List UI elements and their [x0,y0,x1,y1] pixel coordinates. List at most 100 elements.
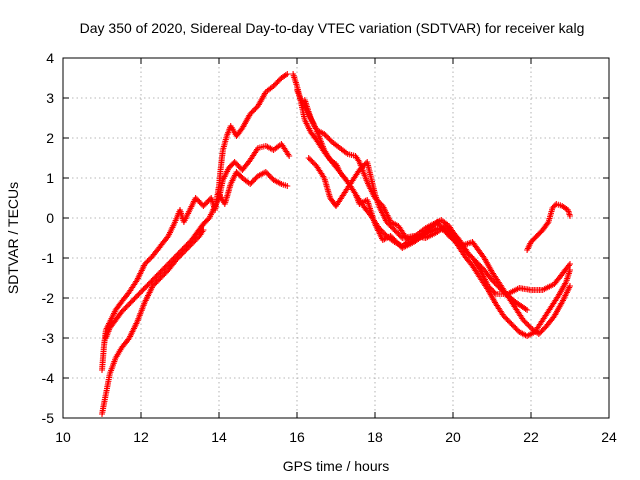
data-point [508,321,515,327]
data-point [383,219,390,225]
data-point [385,220,391,227]
data-point [160,272,167,279]
y-tick-label: -2 [42,290,55,306]
data-point [139,287,146,294]
data-point [524,307,531,313]
data-point [158,267,165,274]
data-point [182,243,189,250]
y-tick-label: 3 [46,90,54,106]
data-point [145,281,152,287]
data-point [505,318,512,325]
data-point [284,71,291,77]
data-point [310,160,317,167]
x-tick-label: 10 [55,429,71,445]
data-point [177,249,183,255]
data-point [149,283,156,289]
data-point [494,282,501,289]
data-point [249,178,256,185]
data-point [537,329,544,336]
data-point [156,270,163,277]
y-tick-label: -1 [42,250,55,266]
data-point [392,228,399,235]
data-point [473,259,480,265]
data-point [495,283,502,290]
data-point [247,111,254,117]
data-point [123,303,130,310]
data-point [309,159,316,165]
data-point [156,276,163,283]
data-point [193,196,200,203]
data-point [361,161,368,168]
data-point [249,108,256,115]
data-point [179,246,186,253]
data-point [477,263,484,269]
data-point [134,293,141,299]
data-point [538,328,545,335]
data-point [387,233,394,239]
data-point [356,167,363,173]
data-point [132,294,139,301]
data-point [308,157,315,164]
data-point [507,319,514,326]
data-point [465,251,472,257]
data-point [140,286,147,293]
x-tick-label: 22 [523,429,539,445]
data-point [491,279,498,286]
data-point [271,81,278,88]
data-point [149,277,156,283]
data-point [511,323,518,330]
data-point [147,255,154,262]
series-track-h [305,155,531,313]
y-tick-label: 4 [46,50,54,66]
data-point [520,317,527,323]
data-point [284,183,291,189]
data-point [321,131,328,137]
data-point [541,325,547,332]
data-point [200,203,207,209]
data-point [388,234,395,241]
data-point [141,261,148,267]
data-point [148,278,155,285]
data-point [152,280,159,287]
data-point [136,290,143,297]
data-point [248,179,255,186]
data-point [268,174,274,181]
data-point [192,195,199,201]
data-point [262,169,269,175]
data-point [201,201,208,208]
data-point [266,173,273,179]
data-point [127,299,134,306]
data-point [500,313,507,319]
data-point [525,322,532,329]
x-tick-label: 12 [133,429,149,445]
data-point [167,258,174,265]
data-point [174,251,181,258]
data-point [489,277,495,283]
data-point [180,245,187,251]
data-point [251,177,258,183]
data-point [125,302,131,309]
y-tick-label: -3 [42,330,55,346]
data-point [386,221,393,228]
data-point [490,278,497,285]
data-point [162,269,169,276]
data-points [99,71,573,417]
data-point [396,242,403,249]
series-track-b [99,71,291,373]
data-point [567,283,573,289]
data-point [203,200,209,207]
plot-frame [62,57,610,419]
data-point [197,200,204,207]
data-point [232,160,239,167]
data-point [492,281,499,287]
x-axis-label: GPS time / hours [283,458,390,474]
data-point [521,318,528,325]
data-point [396,232,403,239]
data-point [247,181,254,187]
data-point [503,315,510,322]
data-point [118,309,125,315]
data-point [160,266,167,273]
data-point [322,132,329,139]
series-track-g [301,97,573,339]
